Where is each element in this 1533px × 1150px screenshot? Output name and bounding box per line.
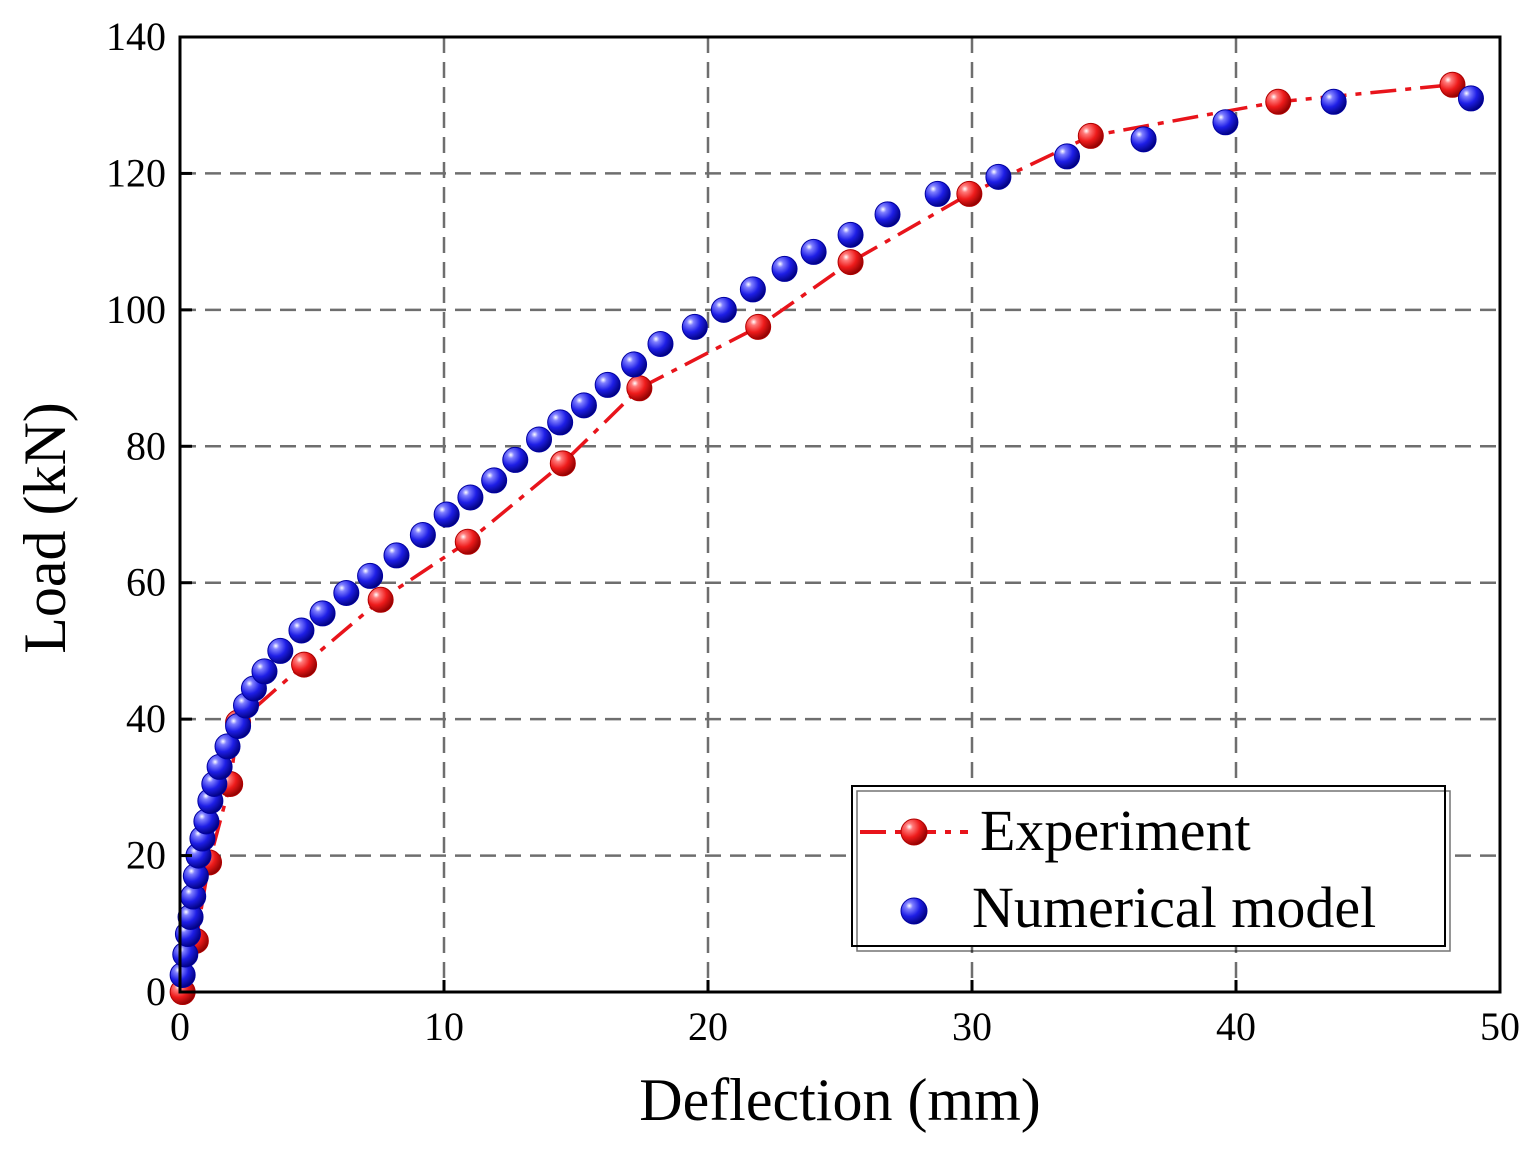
numerical-model-point [739,276,766,303]
y-tick-label: 40 [126,696,166,741]
x-tick-label: 30 [952,1004,992,1049]
x-tick-label: 40 [1216,1004,1256,1049]
legend-numerical-marker [900,897,928,925]
y-tick-label: 0 [146,969,166,1014]
experiment-point [837,249,864,276]
y-tick-label: 60 [126,560,166,605]
y-tick-label: 80 [126,423,166,468]
numerical-model-point [570,392,597,419]
y-tick-label: 120 [106,150,166,195]
experiment-point [291,651,318,678]
numerical-model-point [681,313,708,340]
x-tick-label: 20 [688,1004,728,1049]
experiment-point [1077,122,1104,149]
numerical-model-point [837,221,864,248]
numerical-model-point [710,296,737,323]
experiment-line [180,83,1453,993]
numerical-model-point [594,371,621,398]
legend-experiment-label: Experiment [980,798,1251,863]
numerical-model-point [309,600,336,627]
numerical-model-point [214,733,241,760]
numerical-model-point [621,351,648,378]
numerical-model-point [924,180,951,207]
numerical-model-point [383,542,410,569]
experiment-point [454,528,481,555]
numerical-model-point [1457,85,1484,112]
legend-numerical-label: Numerical model [972,875,1376,940]
numerical-model-point [502,446,529,473]
numerical-model-point [481,467,508,494]
numerical-model-point [874,201,901,228]
axis-ticks [178,35,1502,994]
numerical-model-point [333,579,360,606]
numerical-model-point [1130,126,1157,153]
legend-shadow [856,790,1451,952]
numerical-model-point [457,484,484,511]
numerical-model-point [357,562,384,589]
numerical-model-point [547,409,574,436]
numerical-model-point [985,163,1012,190]
numerical-model-point [251,658,278,685]
experiment-point [367,586,394,613]
numerical-model-point [526,426,553,453]
legend-experiment-marker [900,818,928,846]
y-tick-label: 100 [106,287,166,332]
experiment-point [549,450,576,477]
numerical-model-point [433,501,460,528]
y-tick-label: 140 [106,14,166,59]
plot-frame [178,35,1502,994]
legend-box [851,785,1446,947]
x-tick-label: 0 [170,1004,190,1049]
y-axis-title: Load (kN) [12,402,78,654]
x-tick-label: 50 [1480,1004,1520,1049]
experiment-point [626,375,653,402]
numerical-model-point [647,330,674,357]
numerical-model-point [1320,88,1347,115]
series-layer [169,71,1484,1005]
experiment-point [745,313,772,340]
numerical-model-point [1054,143,1081,170]
x-axis-title: Deflection (mm) [639,1067,1041,1133]
axis-tick-labels: 0 10 20 30 40 50 0 20 40 60 80 100 120 140 [106,14,1520,1049]
experiment-point [1265,88,1292,115]
y-tick-label: 20 [126,833,166,878]
numerical-model-point [409,521,436,548]
numerical-model-point [800,238,827,265]
numerical-model-point [771,255,798,282]
numerical-model-point [288,617,315,644]
experiment-point [1439,71,1466,98]
numerical-model-point [267,637,294,664]
legend: Experiment Numerical model [851,785,1451,952]
x-tick-label: 10 [424,1004,464,1049]
numerical-model-point [1212,109,1239,136]
experiment-point [956,180,983,207]
